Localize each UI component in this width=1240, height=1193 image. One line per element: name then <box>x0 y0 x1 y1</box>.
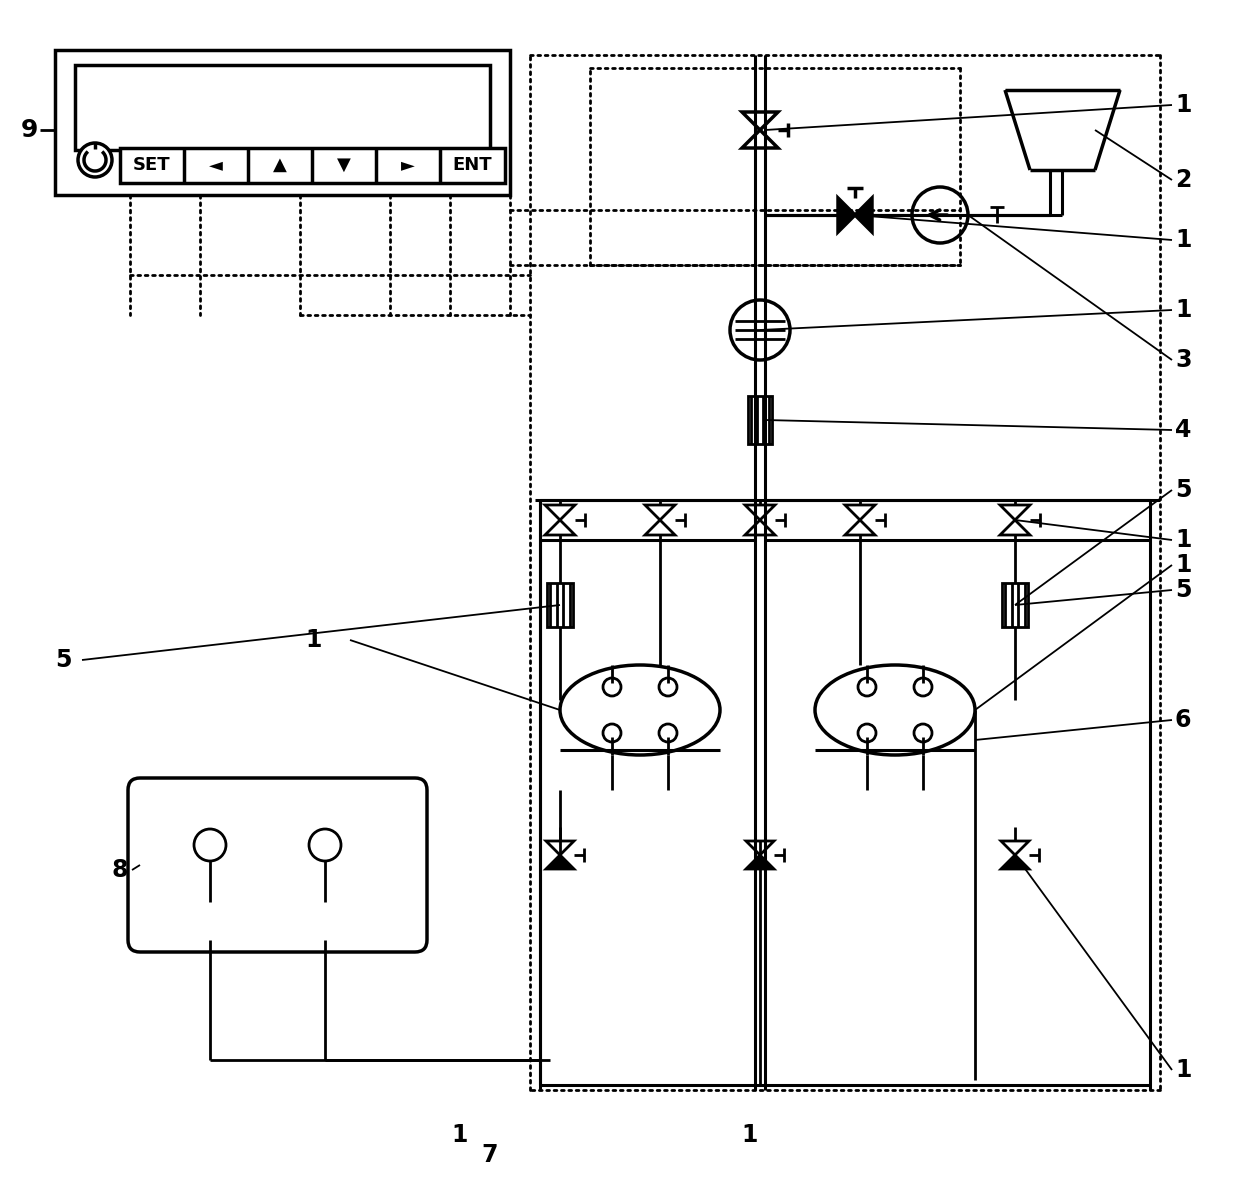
Polygon shape <box>999 505 1030 520</box>
Text: ►: ► <box>401 156 415 174</box>
Text: ▲: ▲ <box>273 156 286 174</box>
Text: 1: 1 <box>1176 528 1192 552</box>
Text: 4: 4 <box>1176 418 1192 441</box>
Circle shape <box>858 678 875 696</box>
FancyBboxPatch shape <box>128 778 427 952</box>
Polygon shape <box>746 855 774 869</box>
Text: 1: 1 <box>1176 298 1192 322</box>
Bar <box>120 148 505 183</box>
Polygon shape <box>838 198 856 231</box>
Circle shape <box>911 187 968 243</box>
Bar <box>1002 583 1028 628</box>
Text: 7: 7 <box>482 1143 498 1167</box>
Text: 1: 1 <box>1176 93 1192 117</box>
Text: 1: 1 <box>451 1123 469 1146</box>
Polygon shape <box>1001 841 1029 855</box>
Circle shape <box>658 678 677 696</box>
Polygon shape <box>546 520 575 534</box>
Bar <box>74 64 490 150</box>
Polygon shape <box>1001 855 1029 869</box>
Text: 2: 2 <box>1176 168 1192 192</box>
Ellipse shape <box>560 665 720 755</box>
Polygon shape <box>856 198 872 231</box>
Text: 1: 1 <box>742 1123 758 1146</box>
Circle shape <box>730 299 790 360</box>
Polygon shape <box>844 505 875 520</box>
Circle shape <box>658 724 677 742</box>
Bar <box>55 50 510 194</box>
Polygon shape <box>546 855 574 869</box>
Text: SET: SET <box>133 156 171 174</box>
Polygon shape <box>745 505 775 520</box>
Text: ENT: ENT <box>453 156 492 174</box>
Bar <box>547 583 573 628</box>
Polygon shape <box>742 130 777 148</box>
Polygon shape <box>999 520 1030 534</box>
Text: 1: 1 <box>305 628 321 653</box>
Polygon shape <box>745 520 775 534</box>
Text: 3: 3 <box>1176 348 1192 372</box>
Polygon shape <box>742 112 777 130</box>
Circle shape <box>78 143 112 177</box>
Polygon shape <box>546 841 574 855</box>
Circle shape <box>914 678 932 696</box>
Text: 1: 1 <box>1176 228 1192 252</box>
Circle shape <box>309 829 341 861</box>
Circle shape <box>914 724 932 742</box>
Ellipse shape <box>815 665 975 755</box>
Polygon shape <box>546 505 575 520</box>
Circle shape <box>603 724 621 742</box>
Text: 5: 5 <box>55 648 72 672</box>
Text: ◄: ◄ <box>210 156 223 174</box>
Text: 8: 8 <box>112 858 128 882</box>
Text: 6: 6 <box>1176 707 1192 733</box>
Polygon shape <box>746 841 774 855</box>
Circle shape <box>193 829 226 861</box>
Circle shape <box>858 724 875 742</box>
Polygon shape <box>645 505 675 520</box>
Polygon shape <box>844 520 875 534</box>
Text: 1: 1 <box>1176 554 1192 577</box>
Text: 5: 5 <box>1176 478 1192 502</box>
Text: 9: 9 <box>21 118 38 142</box>
Text: 1: 1 <box>1176 1058 1192 1082</box>
Text: 5: 5 <box>1176 577 1192 602</box>
Circle shape <box>603 678 621 696</box>
Text: ▼: ▼ <box>337 156 351 174</box>
Bar <box>748 396 773 444</box>
Polygon shape <box>645 520 675 534</box>
